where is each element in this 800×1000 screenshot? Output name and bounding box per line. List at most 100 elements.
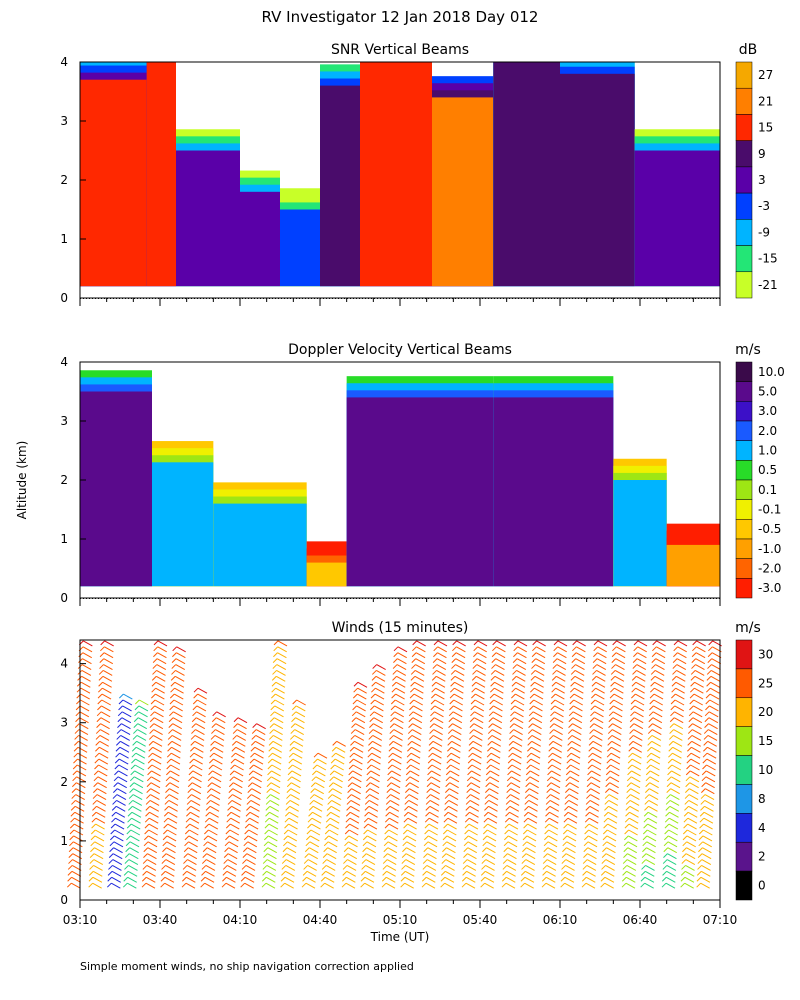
wind-barb bbox=[567, 811, 578, 818]
wind-barb-flag bbox=[401, 853, 407, 858]
wind-barb bbox=[267, 841, 278, 848]
wind-barb bbox=[76, 770, 87, 777]
wind-barb-flag bbox=[393, 652, 399, 658]
wind-barb bbox=[564, 882, 574, 889]
wind-barb bbox=[136, 740, 146, 747]
wind-barb-flag bbox=[643, 811, 649, 817]
wind-barb-flag bbox=[671, 693, 676, 699]
wind-barb bbox=[389, 817, 399, 824]
wind-barb bbox=[212, 770, 222, 777]
wind-barb bbox=[397, 658, 407, 665]
wind-barb bbox=[389, 811, 399, 818]
wind-barb bbox=[315, 782, 325, 789]
wind-barb bbox=[197, 687, 208, 694]
wind-barb-flag bbox=[487, 741, 493, 746]
wind-barb bbox=[615, 658, 626, 665]
wind-barb bbox=[685, 865, 695, 871]
wind-barb bbox=[656, 640, 666, 647]
wind-barb bbox=[130, 835, 140, 842]
wind-barb-flag bbox=[349, 758, 354, 764]
wind-barb bbox=[550, 794, 560, 800]
wind-barb bbox=[226, 876, 236, 883]
wind-barb-flag bbox=[162, 841, 168, 847]
wind-barb bbox=[276, 670, 286, 676]
wind-barb-flag bbox=[461, 876, 467, 882]
wind-barb-flag bbox=[98, 681, 103, 687]
wind-barb bbox=[80, 699, 90, 706]
wind-barb-flag bbox=[687, 735, 693, 740]
wind-barb-flag bbox=[485, 770, 491, 776]
wind-barb-flag bbox=[469, 717, 475, 723]
wind-barb-flag bbox=[670, 699, 676, 705]
wind-barb-flag bbox=[562, 835, 568, 841]
wind-barb-flag bbox=[531, 658, 537, 663]
wind-barb-flag bbox=[427, 758, 433, 764]
wind-barb bbox=[431, 776, 441, 783]
wind-barb bbox=[495, 652, 506, 659]
wind-barb-flag bbox=[94, 752, 100, 758]
wind-barb-flag bbox=[513, 646, 519, 652]
wind-barb bbox=[627, 847, 637, 854]
wind-barb bbox=[684, 876, 695, 883]
wind-barb-flag bbox=[401, 865, 406, 870]
wind-barb bbox=[100, 729, 110, 735]
wind-barb bbox=[675, 687, 685, 694]
wind-barb-flag bbox=[511, 687, 517, 693]
wind-barb-flag bbox=[485, 782, 490, 788]
wind-barb-flag bbox=[211, 729, 216, 734]
wind-barb bbox=[632, 740, 643, 747]
wind-barb-flag bbox=[608, 717, 614, 723]
wind-barb-flag bbox=[482, 847, 487, 853]
wind-barb-flag bbox=[521, 853, 527, 858]
wind-barb-flag bbox=[165, 788, 170, 793]
wind-barb-flag bbox=[143, 847, 149, 853]
wind-barb-flag bbox=[270, 699, 276, 705]
wind-barb-flag bbox=[672, 664, 678, 669]
wind-barb bbox=[695, 658, 706, 665]
wind-barb-flag bbox=[132, 735, 138, 740]
wind-barb-flag bbox=[669, 729, 674, 734]
wind-barb bbox=[572, 723, 582, 730]
wind-barb bbox=[565, 853, 576, 860]
wind-barb-flag bbox=[587, 764, 593, 770]
colorbar-swatch bbox=[735, 578, 753, 599]
wind-barb-flag bbox=[400, 876, 406, 882]
wind-barb-flag bbox=[551, 687, 557, 693]
wind-barb-flag bbox=[473, 652, 478, 658]
wind-barb bbox=[674, 699, 685, 706]
wind-barb bbox=[606, 835, 617, 842]
wind-barb-flag bbox=[520, 876, 526, 882]
wind-profile bbox=[661, 640, 688, 889]
wind-barb-flag bbox=[186, 811, 191, 817]
wind-barb-flag bbox=[88, 876, 94, 882]
wind-barb-flag bbox=[385, 806, 391, 811]
wind-barb bbox=[692, 723, 702, 730]
wind-barb-flag bbox=[604, 800, 610, 805]
wind-barb-flag bbox=[193, 687, 199, 693]
wind-barb-flag bbox=[71, 788, 77, 793]
wind-barb-flag bbox=[225, 823, 231, 829]
wind-barb-flag bbox=[451, 652, 457, 658]
wind-barb bbox=[612, 723, 622, 730]
wind-barb-flag bbox=[682, 835, 688, 841]
wind-barb-flag bbox=[670, 705, 676, 711]
wind-barb-flag bbox=[400, 871, 406, 876]
wind-barb bbox=[237, 723, 247, 730]
wind-barb-flag bbox=[510, 711, 515, 717]
wind-barb-flag bbox=[403, 811, 409, 817]
wind-barb-flag bbox=[188, 764, 194, 770]
heatmap-cell bbox=[80, 79, 147, 287]
wind-barb bbox=[415, 652, 426, 659]
wind-barb bbox=[195, 729, 205, 735]
wind-barb-flag bbox=[223, 859, 229, 864]
wind-barb bbox=[517, 652, 527, 659]
wind-barb-flag bbox=[452, 640, 458, 646]
wind-barb bbox=[447, 823, 457, 830]
wind-barb-flag bbox=[206, 794, 212, 799]
wind-barb-flag bbox=[187, 794, 192, 799]
wind-barb bbox=[154, 711, 164, 718]
wind-barb bbox=[118, 764, 129, 771]
wind-barb-flag bbox=[423, 841, 429, 847]
wind-barb-flag bbox=[368, 741, 373, 746]
wind-barb bbox=[311, 823, 321, 830]
